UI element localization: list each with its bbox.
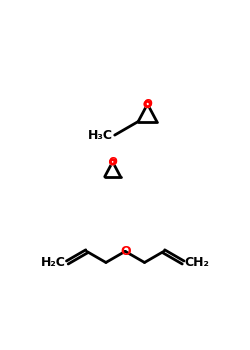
Text: CH₂: CH₂	[185, 256, 210, 269]
Text: O: O	[120, 245, 130, 258]
Text: H₂C: H₂C	[41, 256, 66, 269]
Circle shape	[110, 159, 116, 165]
Text: O: O	[143, 99, 152, 109]
Text: O: O	[108, 157, 117, 167]
Circle shape	[144, 100, 151, 107]
Text: H₃C: H₃C	[88, 128, 113, 142]
